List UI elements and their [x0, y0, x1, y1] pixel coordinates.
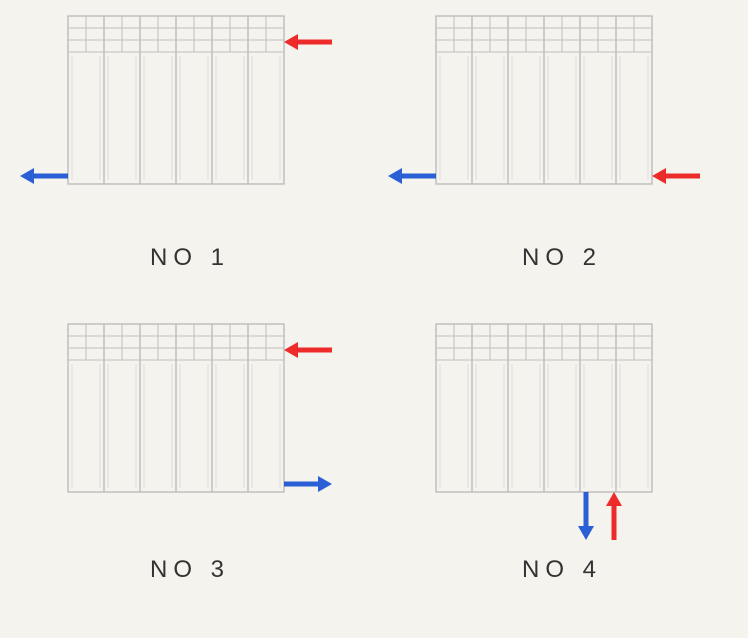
- cold-arrow: [20, 168, 68, 184]
- diagram-container: NO 1 NO 2 NO 3 NO 4: [0, 0, 748, 638]
- cold-arrow: [388, 168, 436, 184]
- cold-arrow: [284, 476, 332, 492]
- panel-no4: [436, 324, 736, 544]
- label-no4: NO 4: [492, 556, 632, 584]
- label-no3: NO 3: [120, 556, 260, 584]
- radiator-no4: [436, 324, 736, 544]
- label-no1: NO 1: [120, 244, 260, 272]
- hot-arrow: [284, 342, 332, 358]
- panel-no3: [68, 324, 368, 544]
- panel-no2: [436, 16, 736, 236]
- radiator-no1: [68, 16, 368, 236]
- hot-arrow: [284, 34, 332, 50]
- radiator-no2: [436, 16, 736, 236]
- cold-arrow: [578, 492, 594, 540]
- hot-arrow: [606, 492, 622, 540]
- radiator-no3: [68, 324, 368, 544]
- label-no2: NO 2: [492, 244, 632, 272]
- panel-no1: [68, 16, 368, 236]
- hot-arrow: [652, 168, 700, 184]
